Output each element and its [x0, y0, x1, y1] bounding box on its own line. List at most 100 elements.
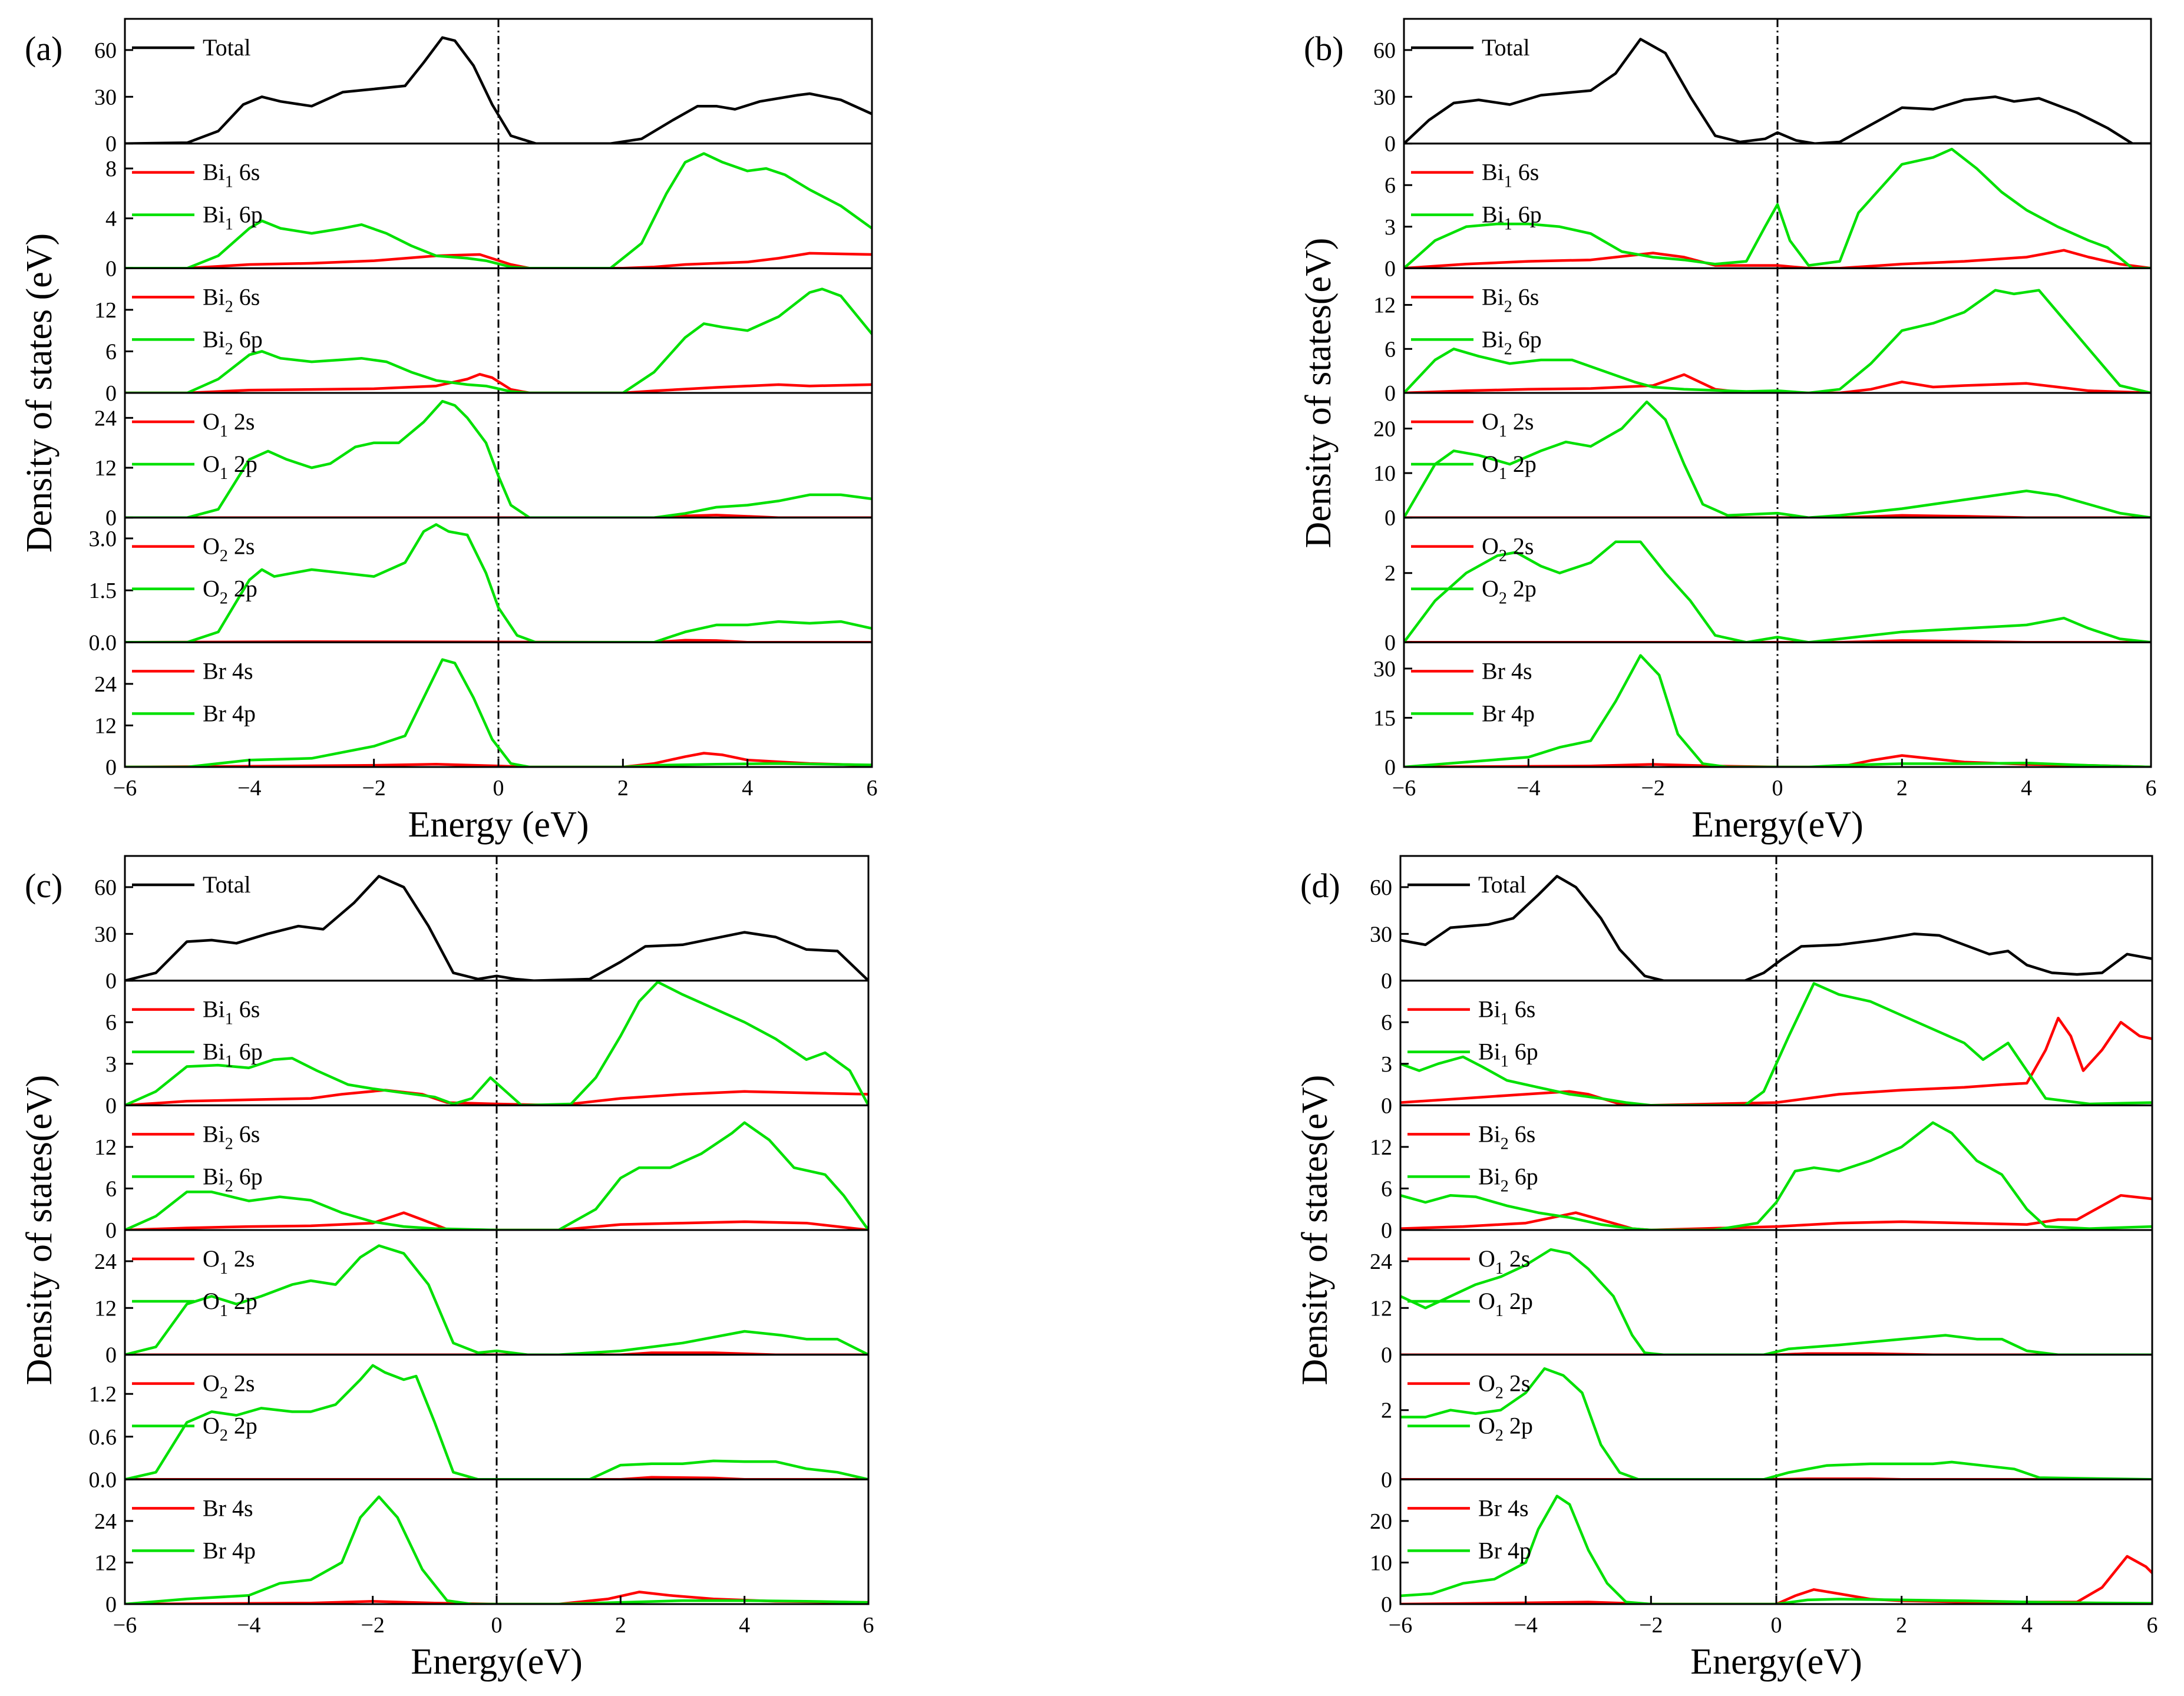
y-tick-label: 6	[1385, 173, 1396, 198]
series-line-br-4p	[125, 1495, 868, 1604]
y-tick-label: 8	[105, 157, 117, 181]
y-tick-label: 6	[1381, 1176, 1392, 1201]
series-line-bi1-6s	[1400, 1016, 2152, 1106]
y-tick-label: 0	[105, 755, 117, 780]
y-tick-label: 0	[105, 1592, 117, 1617]
series-line-o1-2p	[125, 1244, 868, 1355]
series-line-o1-2p	[125, 399, 872, 518]
legend-label: O1 2p	[203, 1288, 257, 1320]
y-tick-label: 2	[1381, 1399, 1392, 1423]
x-tick-label: −4	[237, 776, 261, 801]
x-tick-label: 6	[2146, 776, 2157, 801]
y-tick-label: 10	[1373, 461, 1396, 486]
y-tick-label: 12	[94, 1296, 117, 1321]
y-tick-label: 0	[105, 381, 117, 406]
legend-label: Total	[1482, 34, 1530, 61]
series-line-bi1-6p	[1400, 982, 2152, 1106]
y-tick-label: 0.0	[89, 630, 117, 655]
x-tick-label: −2	[1639, 1613, 1663, 1638]
y-axis-title: Density of states(eV)	[1298, 238, 1339, 548]
x-tick-label: −6	[113, 776, 137, 801]
legend-label: Total	[203, 871, 251, 898]
panel-label: (a)	[25, 29, 62, 68]
y-tick-label: 3	[1381, 1052, 1392, 1077]
y-tick-label: 12	[94, 1135, 117, 1160]
y-tick-label: 6	[1385, 337, 1396, 362]
subplot-o2: 0.0 1.5 3.0 O2 2s O2 2p	[89, 517, 873, 655]
x-tick-label: 2	[1896, 776, 1908, 801]
series-line-bi2-6s	[125, 373, 872, 394]
y-tick-label: 0	[105, 1218, 117, 1243]
legend-label: O1 2s	[1478, 1245, 1530, 1278]
subplot-total: 0 30 60 Total	[1373, 18, 2152, 157]
y-tick-label: 2	[1385, 561, 1396, 586]
x-tick-label: 2	[615, 1613, 626, 1638]
series-line-br-4p	[1400, 1495, 2152, 1604]
legend-label: Bi1 6s	[203, 996, 260, 1029]
legend-label: Bi1 6p	[1482, 201, 1542, 234]
x-tick-label: 4	[2021, 1613, 2033, 1638]
y-tick-label: 6	[105, 1176, 117, 1201]
x-tick-label: 6	[2147, 1613, 2158, 1638]
series-line-o1-2s	[125, 1351, 868, 1355]
x-tick-label: 4	[739, 1613, 750, 1638]
series-line-o1-2s	[1404, 514, 2151, 518]
series-line-o1-2s	[1400, 1352, 2152, 1355]
legend-label: O1 2p	[203, 451, 257, 483]
series-line-br-4p	[1404, 654, 2151, 768]
y-tick-label: 24	[1370, 1249, 1392, 1274]
series-line-bi2-6p	[125, 287, 872, 394]
y-tick-label: 0	[1385, 256, 1396, 281]
legend-label: O2 2s	[1478, 1370, 1530, 1403]
legend-label: Bi2 6s	[203, 1120, 260, 1153]
legend-label: Total	[1478, 871, 1527, 898]
y-tick-label: 12	[1370, 1135, 1392, 1160]
y-tick-label: 0	[105, 1093, 117, 1118]
legend-label: O2 2p	[203, 1413, 257, 1445]
y-tick-label: 30	[1373, 657, 1396, 682]
x-tick-label: 6	[863, 1613, 874, 1638]
y-tick-label: 0	[1381, 1467, 1392, 1492]
series-line-bi1-6p	[125, 980, 868, 1106]
y-tick-label: 0.0	[89, 1467, 117, 1492]
series-line-o2-2p	[125, 1364, 868, 1480]
legend-label: Bi2 6p	[1482, 326, 1542, 358]
y-tick-label: 24	[94, 1249, 117, 1274]
series-line-total	[1400, 875, 2152, 981]
y-tick-label: 12	[1373, 293, 1396, 318]
legend-label: Br 4s	[203, 657, 253, 684]
series-line-total	[125, 36, 872, 144]
x-tick-label: −6	[1392, 776, 1416, 801]
legend-label: Br 4p	[1482, 700, 1535, 726]
y-tick-label: 0	[1385, 506, 1396, 531]
legend-label: Bi1 6p	[203, 1039, 263, 1071]
subplot-br: 0 10 20 Br 4s Br 4p	[1370, 1478, 2153, 1617]
y-tick-label: 0	[1381, 1093, 1392, 1118]
legend-label: Bi1 6p	[203, 201, 263, 234]
y-tick-label: 24	[94, 672, 117, 697]
legend-label: O2 2s	[1482, 533, 1534, 566]
subplot-total: 0 30 60 Total	[1370, 855, 2153, 994]
panel-label: (c)	[25, 867, 62, 905]
legend-label: O1 2p	[1478, 1288, 1533, 1320]
legend-label: O1 2s	[203, 1245, 255, 1278]
y-tick-label: 0	[1381, 1592, 1392, 1617]
y-tick-label: 0	[105, 256, 117, 281]
x-tick-label: −4	[237, 1613, 260, 1638]
y-tick-label: 0	[1381, 1343, 1392, 1368]
legend-label: O2 2p	[203, 576, 257, 608]
series-line-total	[125, 875, 868, 981]
legend-label: Br 4s	[1478, 1495, 1529, 1521]
series-line-br-4p	[125, 658, 872, 768]
legend-label: O2 2p	[1482, 576, 1537, 608]
legend-label: Br 4s	[1482, 657, 1532, 684]
series-line-o1-2p	[1400, 1248, 2152, 1355]
y-axis-title: Density of states(eV)	[1295, 1075, 1335, 1386]
y-tick-label: 0	[1381, 969, 1392, 994]
legend-label: Br 4s	[203, 1495, 253, 1521]
x-tick-label: −2	[1641, 776, 1664, 801]
y-tick-label: 0	[1385, 630, 1396, 655]
y-tick-label: 12	[94, 298, 117, 323]
